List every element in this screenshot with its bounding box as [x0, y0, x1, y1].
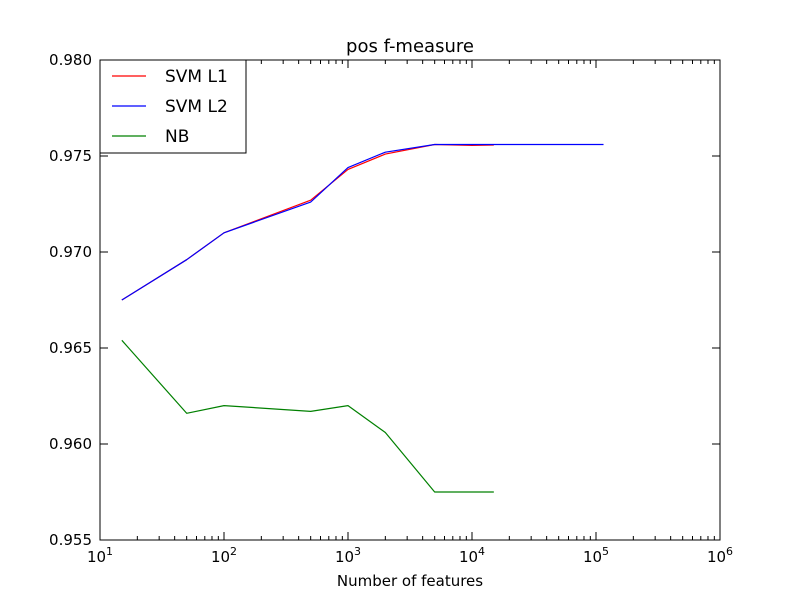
legend-label-1: SVM L2	[165, 97, 228, 117]
x-tick-base: 10	[459, 548, 478, 566]
legend-label-0: SVM L1	[165, 67, 228, 87]
x-tick-label: 105	[583, 545, 609, 566]
x-tick-label: 103	[335, 545, 361, 566]
y-tick-label: 0.980	[49, 51, 92, 69]
x-tick-exponent: 1	[106, 545, 113, 558]
x-tick-exponent: 6	[726, 545, 733, 558]
series-line-1	[121, 143, 604, 301]
x-tick-exponent: 2	[230, 545, 237, 558]
y-tick-label: 0.965	[49, 339, 92, 357]
plot-area: 101 102 103 104 105 1060.9550.9600.9650.9700.…	[49, 51, 733, 566]
series-line-2	[121, 339, 494, 493]
x-tick-exponent: 5	[602, 545, 609, 558]
y-tick-label: 0.960	[49, 435, 92, 453]
x-tick-label: 104	[459, 545, 485, 566]
x-tick-base: 10	[335, 548, 354, 566]
x-axis-label: Number of features	[337, 572, 483, 590]
y-tick-label: 0.955	[49, 531, 92, 549]
x-tick-base: 10	[211, 548, 230, 566]
axes-frame	[99, 59, 721, 541]
y-tick-label: 0.970	[49, 243, 92, 261]
x-tick-base: 10	[707, 548, 726, 566]
x-tick-base: 10	[87, 548, 106, 566]
x-tick-base: 10	[583, 548, 602, 566]
x-tick-label: 101	[87, 545, 113, 566]
x-tick-exponent: 4	[478, 545, 485, 558]
chart-title: pos f-measure	[346, 36, 474, 57]
x-tick-label: 106	[707, 545, 733, 566]
x-tick-exponent: 3	[354, 545, 361, 558]
legend-label-2: NB	[165, 127, 189, 147]
y-tick-label: 0.975	[49, 147, 92, 165]
x-tick-label: 102	[211, 545, 237, 566]
legend: SVM L1 SVM L2 NB	[99, 59, 247, 154]
